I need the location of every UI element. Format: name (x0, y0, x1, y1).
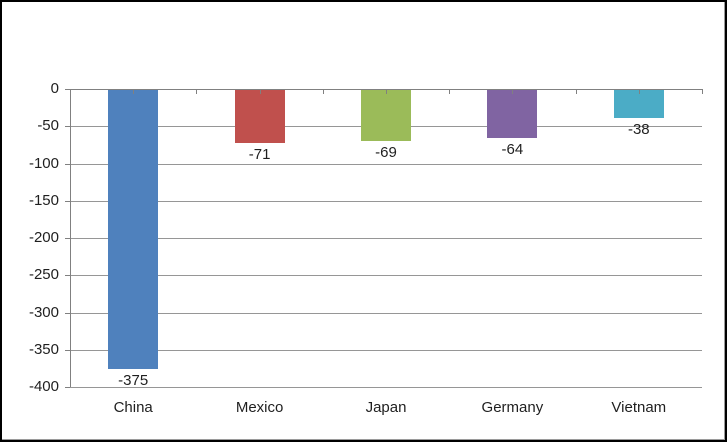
y-axis-tick (65, 349, 70, 351)
bar-data-label: -375 (118, 372, 149, 390)
bar-china (108, 90, 159, 370)
bar-japan (361, 90, 411, 142)
x-axis-tick (133, 89, 135, 94)
x-axis-tick (322, 89, 324, 94)
y-tick-label: -200 (28, 229, 59, 246)
y-gridline (70, 200, 702, 202)
y-axis-tick (65, 126, 70, 128)
bar-data-label: -71 (248, 145, 271, 163)
x-axis-tick (575, 89, 577, 94)
category-label: Mexico (235, 399, 284, 416)
x-axis-tick (512, 89, 514, 94)
y-axis-tick (65, 275, 70, 277)
y-tick-label: -350 (28, 340, 59, 358)
bar-data-label: -64 (501, 140, 524, 158)
y-gridline (70, 163, 702, 165)
y-tick-label: -50 (37, 117, 59, 135)
y-tick-label: -100 (28, 154, 59, 172)
y-gridline (70, 275, 702, 277)
bar-vietnam (613, 90, 664, 119)
y-tick-label: -250 (28, 266, 59, 284)
y-axis-tick (65, 238, 70, 239)
category-label: Germany (481, 399, 544, 416)
y-gridline (70, 312, 702, 314)
bar-data-label: -38 (627, 121, 650, 139)
y-tick-label: 0 (50, 80, 59, 97)
x-axis-tick (449, 89, 451, 94)
y-axis-tick (65, 163, 70, 165)
y-axis-tick (65, 200, 70, 202)
x-axis-tick (386, 89, 387, 94)
x-axis-tick (70, 89, 71, 94)
x-axis-tick (702, 89, 703, 94)
y-tick-label: -400 (28, 378, 59, 395)
y-axis-tick (65, 387, 70, 388)
x-axis-tick (259, 89, 261, 94)
x-axis-tick (196, 89, 198, 94)
y-tick-label: -150 (28, 191, 59, 209)
category-label: Vietnam (611, 399, 667, 416)
x-axis-tick (638, 89, 640, 94)
y-gridline (70, 349, 702, 351)
bar-germany (487, 90, 538, 138)
y-gridline (70, 387, 702, 388)
y-axis-tick (65, 89, 70, 90)
y-gridline (70, 238, 702, 239)
y-axis-tick (65, 312, 70, 314)
category-label: China (113, 399, 153, 416)
bar-mexico (234, 90, 285, 143)
y-tick-label: -300 (28, 303, 59, 321)
category-label: Japan (365, 399, 407, 416)
bar-data-label: -69 (375, 144, 397, 162)
y-axis-line (70, 89, 71, 387)
